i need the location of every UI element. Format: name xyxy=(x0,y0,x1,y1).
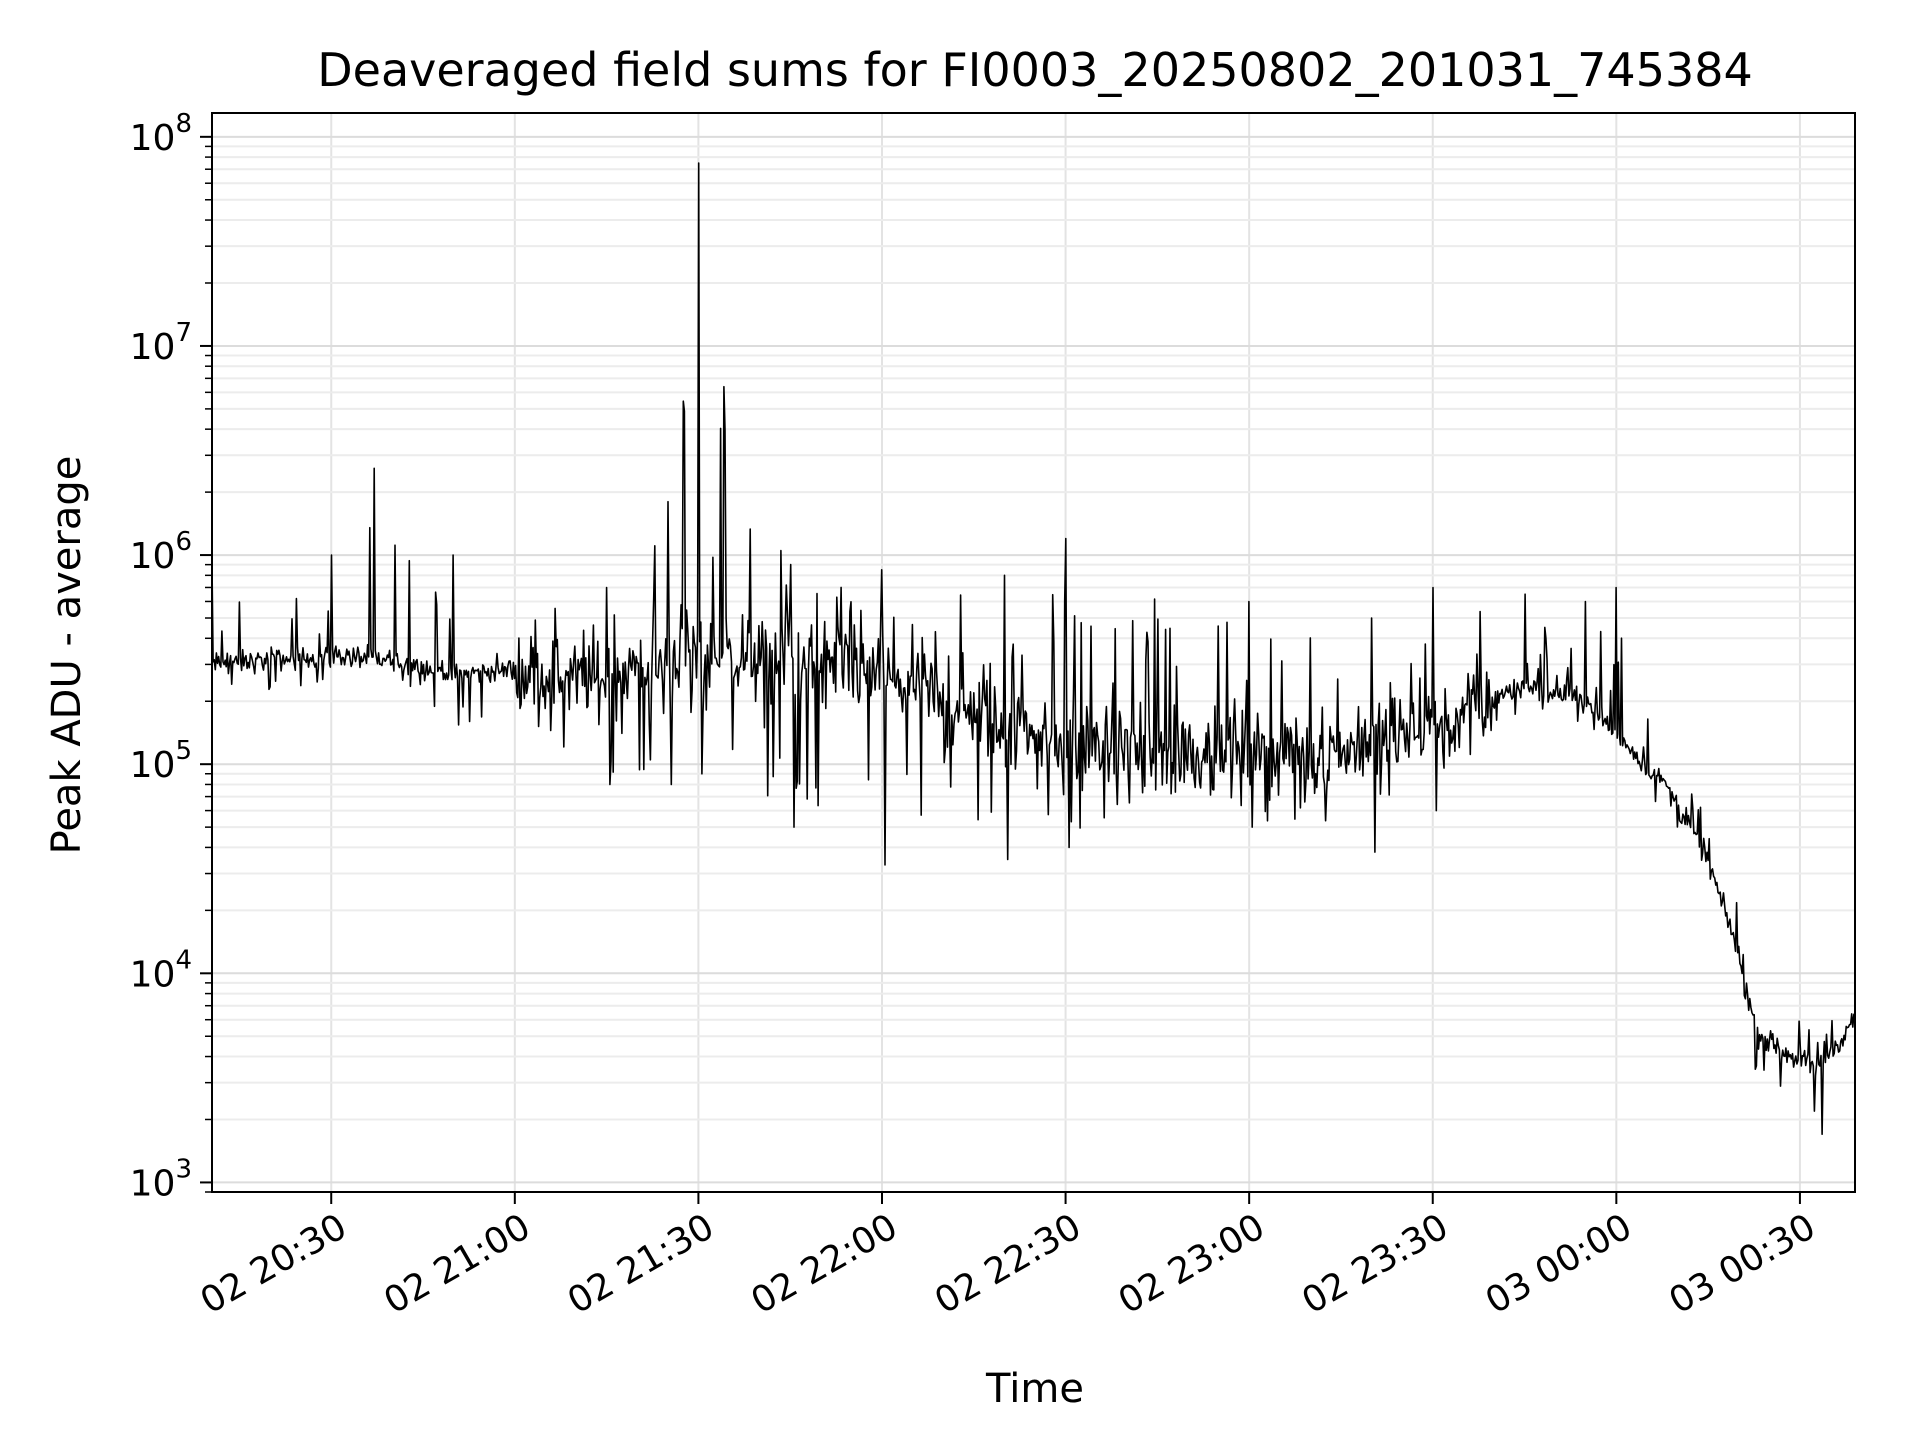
grid-layer xyxy=(212,113,1855,1193)
y-tick-label: 104 xyxy=(130,945,192,995)
x-axis-label: Time xyxy=(985,1366,1084,1412)
series-layer xyxy=(211,162,1856,1135)
y-tick-label: 108 xyxy=(130,109,192,159)
y-tick-label: 107 xyxy=(130,318,192,368)
plot-frame xyxy=(211,112,1856,1193)
y-axis-label: Peak ADU - average xyxy=(44,456,90,855)
y-tick-label: 105 xyxy=(130,736,192,786)
series-line xyxy=(211,162,1856,1135)
y-tick-label: 106 xyxy=(130,527,192,577)
chart-title: Deaveraged field sums for FI0003_2025080… xyxy=(317,43,1753,97)
y-axis-ticks: 103 104 105 106 107 108 xyxy=(130,109,212,1204)
y-tick-label: 103 xyxy=(130,1154,192,1204)
